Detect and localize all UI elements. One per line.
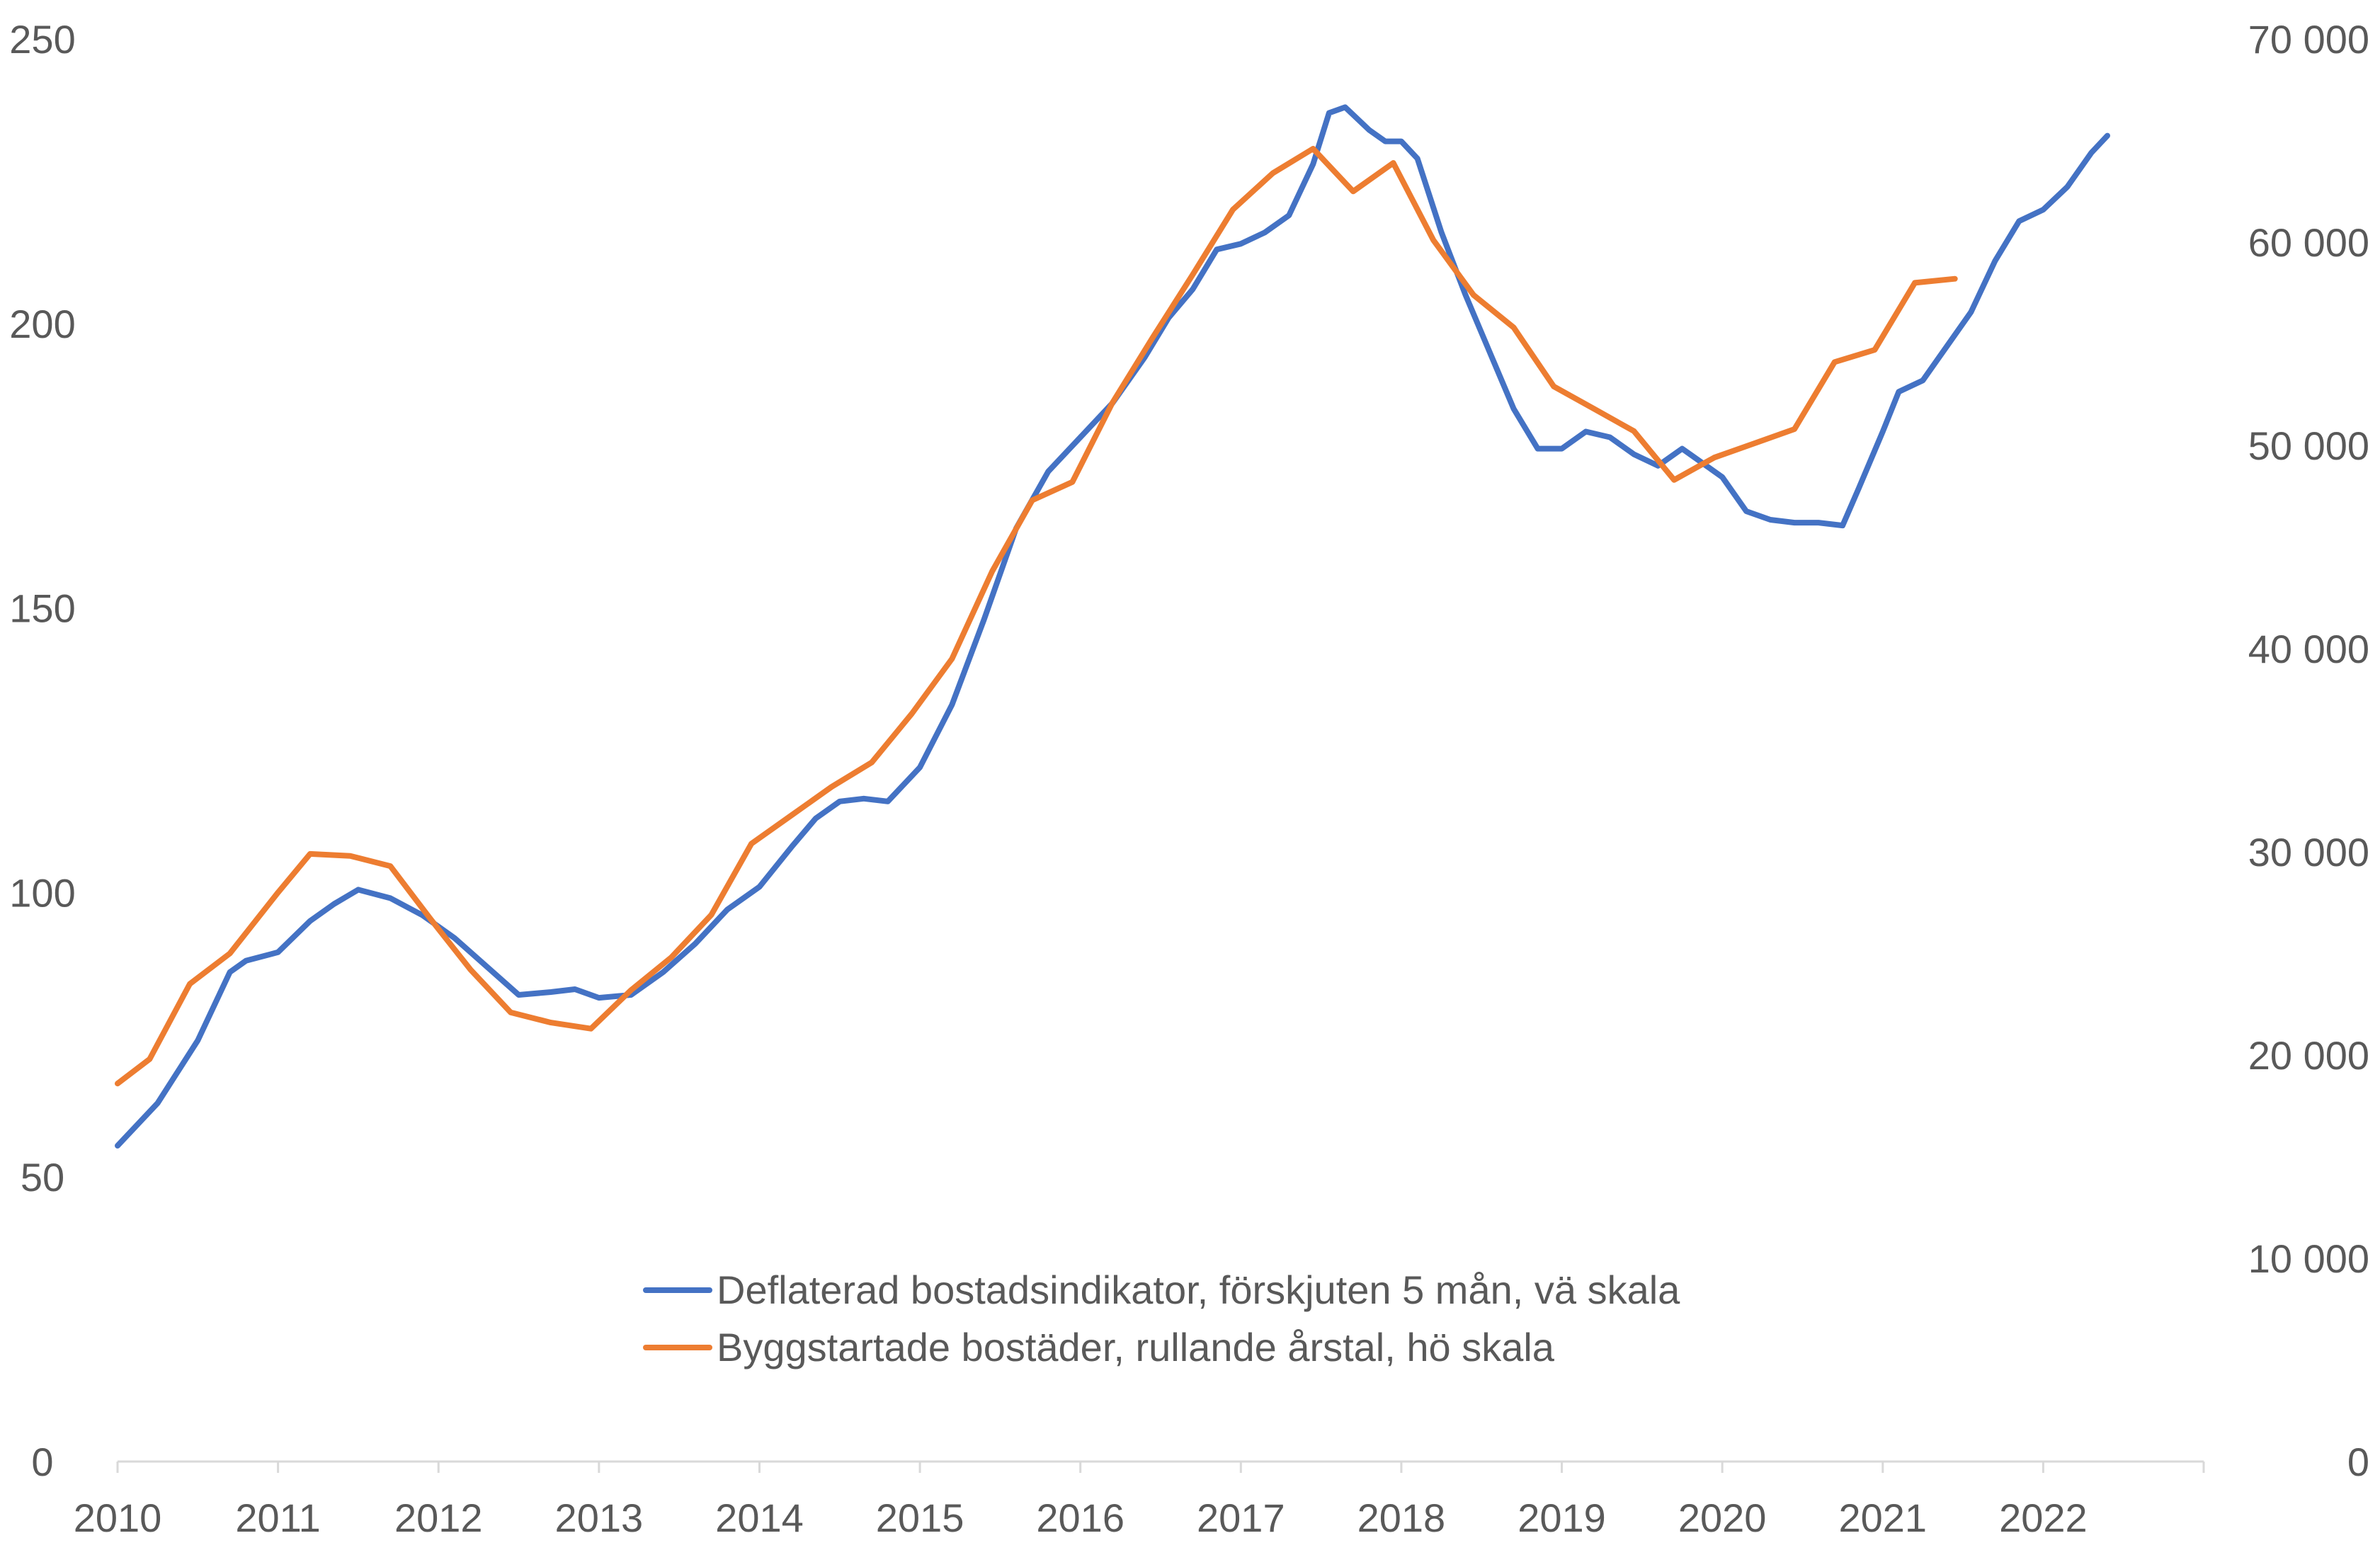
x-tick-label: 2022 — [1999, 1496, 2088, 1540]
series-layer — [115, 104, 2110, 1149]
y-right-tick-label: 20 000 — [2248, 1033, 2369, 1078]
x-tick-label: 2012 — [394, 1496, 483, 1540]
y-right-tick-label: 60 000 — [2248, 220, 2369, 265]
series-line-housing-starts — [115, 146, 1958, 1087]
x-tick-label: 2011 — [235, 1496, 320, 1540]
y-left-tick-label: 250 — [9, 17, 75, 62]
x-tick-label: 2010 — [74, 1496, 162, 1540]
y-left-tick-label: 0 — [31, 1440, 53, 1484]
x-tick-label: 2021 — [1838, 1496, 1927, 1540]
x-tick-label: 2019 — [1518, 1496, 1606, 1540]
y-axis-right: 0 10 000 20 000 30 000 40 000 50 000 60 000 70 … — [2248, 17, 2369, 1484]
y-left-tick-label: 150 — [9, 586, 75, 631]
legend-label-housing-starts: Byggstartade bostäder, rullande årstal, … — [717, 1325, 1555, 1369]
x-tick-label: 2018 — [1357, 1496, 1446, 1540]
y-right-tick-label: 0 — [2347, 1440, 2369, 1484]
y-right-tick-label: 30 000 — [2248, 830, 2369, 875]
x-axis: 2010 2011 2012 2013 2014 2015 2016 2017 2018 2019… — [74, 1460, 2205, 1540]
y-right-tick-label: 50 000 — [2248, 423, 2369, 468]
series-line-indicator — [115, 104, 2110, 1149]
y-left-tick-label: 200 — [9, 302, 75, 346]
x-tick-label: 2017 — [1197, 1496, 1285, 1540]
legend-label-indicator: Deflaterad bostadsindikator, förskjuten … — [717, 1268, 1680, 1312]
x-tick-label: 2014 — [715, 1496, 804, 1540]
y-left-tick-label: 100 — [9, 870, 75, 915]
x-tick-label: 2015 — [876, 1496, 964, 1540]
x-tick-label: 2020 — [1678, 1496, 1767, 1540]
y-right-tick-label: 70 000 — [2248, 17, 2369, 62]
x-tick-label: 2013 — [555, 1496, 644, 1540]
y-left-tick-label: 50 — [21, 1155, 64, 1200]
legend: Deflaterad bostadsindikator, förskjuten … — [643, 1268, 1680, 1369]
y-axis-left: 0 50 100 150 200 250 — [9, 17, 75, 1484]
y-right-tick-label: 40 000 — [2248, 627, 2369, 671]
x-tick-label: 2016 — [1036, 1496, 1124, 1540]
y-right-tick-label: 10 000 — [2248, 1236, 2369, 1281]
